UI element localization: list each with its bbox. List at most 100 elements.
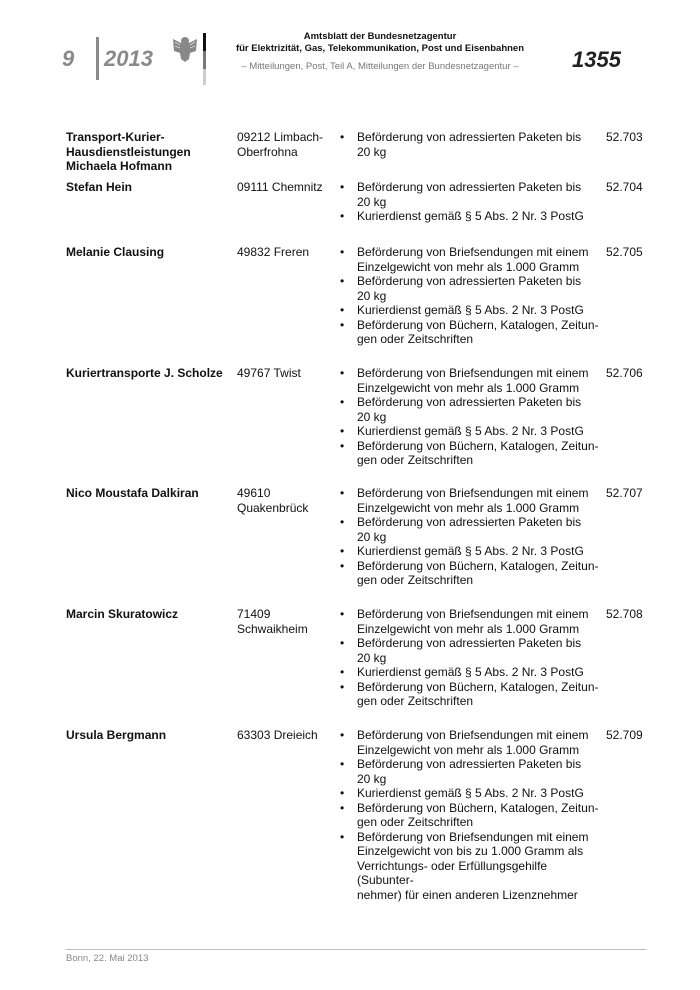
service-item: • Beförderung von adressierten Paketen bi… bbox=[340, 515, 600, 544]
service-item: • Beförderung von Briefsendungen mit eine… bbox=[340, 366, 600, 395]
service-text: Beförderung von Büchern, Katalogen, Zeit… bbox=[357, 800, 599, 830]
service-text: Kurierdienst gemäß § 5 Abs. 2 Nr. 3 Post… bbox=[357, 303, 584, 317]
bullet: • bbox=[340, 665, 345, 679]
service-text: Beförderung von adressierten Paketen bis… bbox=[357, 180, 582, 209]
service-list: • Beförderung von Briefsendungen mit eine… bbox=[340, 486, 600, 588]
bullet: • bbox=[340, 317, 345, 332]
service-item: • Kurierdienst gemäß § 5 Abs. 2 Nr. 3 Pos… bbox=[340, 424, 600, 439]
year: 2013 bbox=[104, 46, 153, 71]
service-text: Beförderung von Büchern, Katalogen, Zeit… bbox=[357, 679, 599, 709]
licensee-location: 09111 Chemnitz bbox=[237, 180, 323, 194]
service-item: • Beförderung von adressierten Paketen bi… bbox=[340, 130, 600, 159]
service-item: • Beförderung von adressierten Paketen bi… bbox=[340, 180, 600, 209]
service-text: Beförderung von Büchern, Katalogen, Zeit… bbox=[357, 317, 599, 347]
bullet: • bbox=[340, 679, 345, 694]
service-item: • Kurierdienst gemäß § 5 Abs. 2 Nr. 3 Pos… bbox=[340, 786, 600, 801]
bullet: • bbox=[340, 757, 345, 771]
service-list: • Beförderung von adressierten Paketen bi… bbox=[340, 180, 600, 224]
service-item: • Beförderung von adressierten Paketen bi… bbox=[340, 274, 600, 303]
flag-red bbox=[203, 51, 206, 69]
bullet: • bbox=[340, 395, 345, 409]
licensee-name: Melanie Clausing bbox=[66, 245, 165, 259]
service-text: Beförderung von adressierten Paketen bis… bbox=[357, 515, 582, 544]
service-text: Kurierdienst gemäß § 5 Abs. 2 Nr. 3 Post… bbox=[357, 786, 584, 800]
service-text: Beförderung von Briefsendungen mit einem… bbox=[357, 366, 589, 395]
bullet: • bbox=[340, 130, 345, 144]
issue-number: 9 2013 bbox=[62, 46, 153, 72]
service-text: Beförderung von Büchern, Katalogen, Zeit… bbox=[357, 438, 599, 468]
service-item: • Beförderung von Briefsendungen mit eine… bbox=[340, 486, 600, 515]
service-text: Kurierdienst gemäß § 5 Abs. 2 Nr. 3 Post… bbox=[357, 665, 584, 679]
bullet: • bbox=[340, 636, 345, 650]
bullet: • bbox=[340, 544, 345, 558]
service-text: Beförderung von adressierten Paketen bis… bbox=[357, 274, 582, 303]
federal-eagle-icon bbox=[173, 37, 197, 62]
service-list: • Beförderung von adressierten Paketen bi… bbox=[340, 130, 600, 159]
license-number: 52.708 bbox=[606, 607, 643, 621]
bullet: • bbox=[340, 303, 345, 317]
service-item: • Beförderung von Briefsendungen mit eine… bbox=[340, 830, 600, 903]
service-text: Beförderung von Briefsendungen mit einem… bbox=[357, 486, 589, 515]
service-text: Kurierdienst gemäß § 5 Abs. 2 Nr. 3 Post… bbox=[357, 209, 584, 223]
licensee-location: 49767 Twist bbox=[237, 366, 301, 380]
license-number: 52.704 bbox=[606, 180, 643, 194]
licensee-location: 71409 Schwaikheim bbox=[237, 607, 308, 636]
licensee-location: 09212 Limbach- Oberfrohna bbox=[237, 130, 324, 159]
bullet: • bbox=[340, 558, 345, 573]
license-number: 52.707 bbox=[606, 486, 643, 500]
section-title: – Mitteilungen, Post, Teil A, Mitteilung… bbox=[241, 61, 519, 72]
service-list: • Beförderung von Briefsendungen mit eine… bbox=[340, 607, 600, 709]
bullet: • bbox=[340, 180, 345, 194]
bullet: • bbox=[340, 366, 345, 380]
service-item: • Beförderung von Briefsendungen mit eine… bbox=[340, 245, 600, 274]
service-item: • Kurierdienst gemäß § 5 Abs. 2 Nr. 3 Pos… bbox=[340, 544, 600, 559]
flag-gold bbox=[203, 69, 206, 85]
licensee-name: Ursula Bergmann bbox=[66, 728, 167, 742]
footer-divider bbox=[66, 949, 646, 950]
service-item: • Beförderung von adressierten Paketen bi… bbox=[340, 395, 600, 424]
service-item: • Kurierdienst gemäß § 5 Abs. 2 Nr. 3 Pos… bbox=[340, 209, 600, 224]
service-item: • Beförderung von Büchern, Katalogen, Zei… bbox=[340, 439, 600, 468]
licensee-name: Kuriertransporte J. Scholze bbox=[66, 366, 223, 380]
bullet: • bbox=[340, 786, 345, 800]
service-list: • Beförderung von Briefsendungen mit eine… bbox=[340, 245, 600, 347]
service-text: Beförderung von adressierten Paketen bis… bbox=[357, 395, 582, 424]
license-number: 52.706 bbox=[606, 366, 643, 380]
license-number: 52.705 bbox=[606, 245, 643, 259]
bullet: • bbox=[340, 829, 345, 844]
licensee-name: Stefan Hein bbox=[66, 180, 133, 194]
service-text: Beförderung von adressierten Paketen bis… bbox=[357, 757, 582, 786]
licensee-location: 49610 Quakenbrück bbox=[237, 486, 309, 515]
bullet: • bbox=[340, 274, 345, 288]
service-item: • Beförderung von adressierten Paketen bi… bbox=[340, 636, 600, 665]
divider bbox=[96, 37, 99, 80]
service-text: Beförderung von Briefsendungen mit einem… bbox=[357, 607, 589, 636]
service-item: • Beförderung von Büchern, Katalogen, Zei… bbox=[340, 318, 600, 347]
bullet: • bbox=[340, 486, 345, 500]
bullet: • bbox=[340, 515, 345, 529]
service-list: • Beförderung von Briefsendungen mit eine… bbox=[340, 366, 600, 468]
service-item: • Beförderung von Büchern, Katalogen, Zei… bbox=[340, 559, 600, 588]
publication-title: Amtsblatt der Bundesnetzagentur bbox=[303, 31, 457, 42]
licensee-name: Marcin Skuratowicz bbox=[66, 607, 179, 621]
page-number: 1355 bbox=[572, 47, 621, 72]
bullet: • bbox=[340, 209, 345, 223]
service-text: Kurierdienst gemäß § 5 Abs. 2 Nr. 3 Post… bbox=[357, 424, 584, 438]
service-item: • Beförderung von Briefsendungen mit eine… bbox=[340, 728, 600, 757]
licensee-name: Nico Moustafa Dalkiran bbox=[66, 486, 199, 500]
service-text: Beförderung von Briefsendungen mit einem… bbox=[357, 728, 589, 757]
service-text: Beförderung von Briefsendungen mit einem… bbox=[357, 829, 589, 902]
licensee-location: 63303 Dreieich bbox=[237, 728, 318, 742]
bullet: • bbox=[340, 424, 345, 438]
licensee-location: 49832 Freren bbox=[237, 245, 310, 259]
bullet: • bbox=[340, 800, 345, 815]
license-number: 52.709 bbox=[606, 728, 643, 742]
service-text: Kurierdienst gemäß § 5 Abs. 2 Nr. 3 Post… bbox=[357, 544, 584, 558]
service-item: • Kurierdienst gemäß § 5 Abs. 2 Nr. 3 Pos… bbox=[340, 303, 600, 318]
bullet: • bbox=[340, 607, 345, 621]
publication-subtitle: für Elektrizität, Gas, Telekommunikation… bbox=[235, 43, 525, 54]
service-item: • Beförderung von Büchern, Katalogen, Zei… bbox=[340, 680, 600, 709]
service-item: • Beförderung von Briefsendungen mit eine… bbox=[340, 607, 600, 636]
issue: 9 bbox=[62, 46, 75, 71]
